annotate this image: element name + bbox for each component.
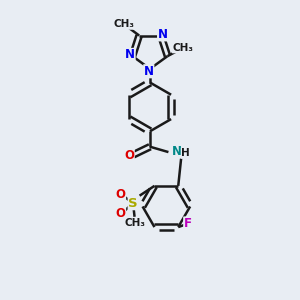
Text: O: O (116, 207, 126, 220)
Text: S: S (128, 196, 138, 210)
Text: O: O (124, 148, 134, 162)
Text: N: N (158, 28, 168, 41)
Text: F: F (184, 217, 192, 230)
Text: N: N (144, 65, 154, 78)
Text: N: N (172, 145, 182, 158)
Text: CH₃: CH₃ (113, 19, 134, 29)
Text: N: N (125, 48, 135, 62)
Text: CH₃: CH₃ (172, 43, 194, 53)
Text: CH₃: CH₃ (124, 218, 145, 228)
Text: O: O (116, 188, 126, 201)
Text: H: H (181, 148, 190, 158)
